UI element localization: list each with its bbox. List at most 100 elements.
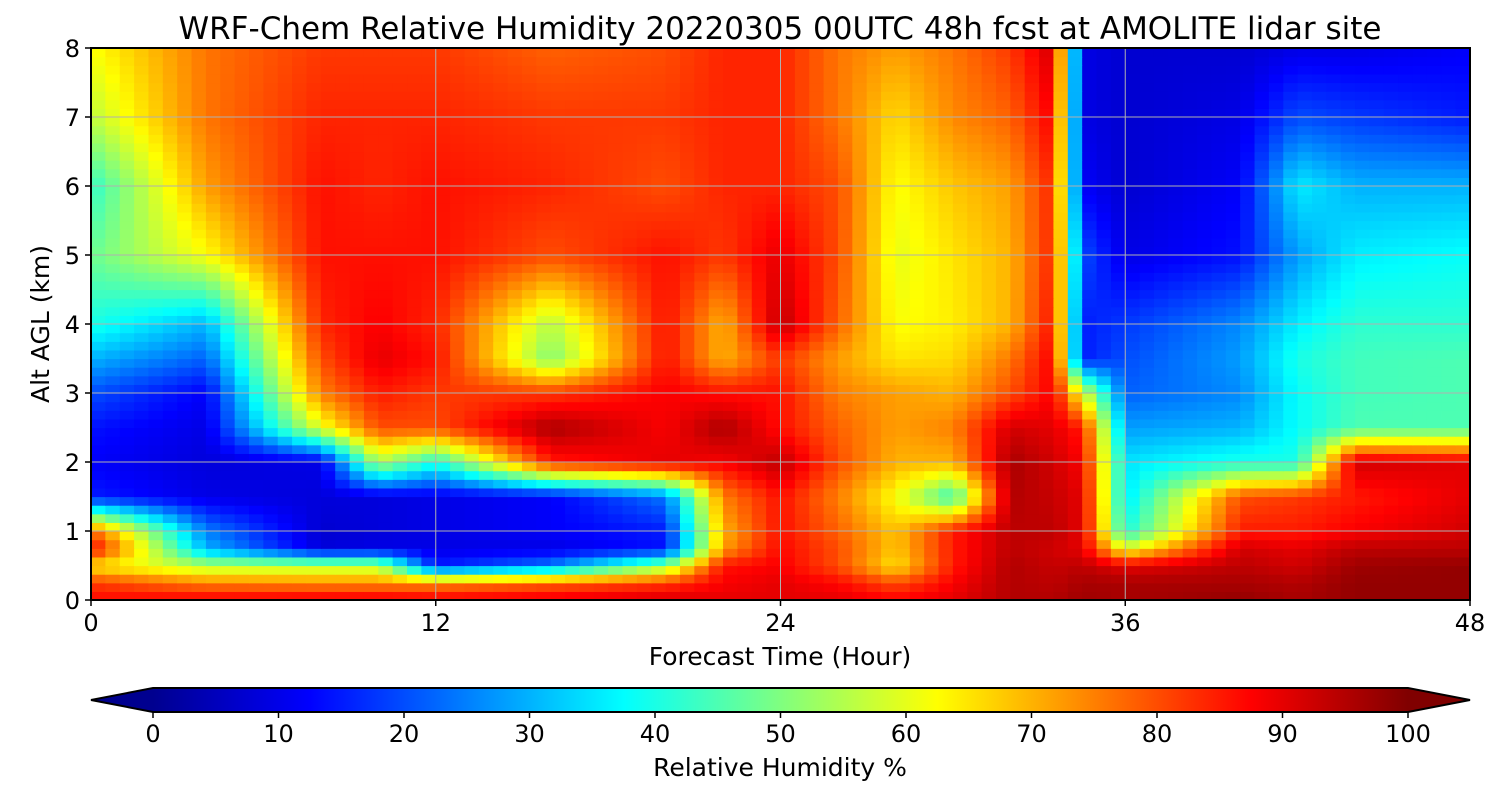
heatmap-cell xyxy=(1096,160,1112,170)
heatmap-cell xyxy=(866,453,882,463)
heatmap-cell xyxy=(1441,531,1457,541)
heatmap-cell xyxy=(1082,582,1098,592)
heatmap-cell xyxy=(636,332,652,342)
heatmap-cell xyxy=(292,324,308,334)
heatmap-cell xyxy=(1168,539,1184,549)
heatmap-cell xyxy=(1297,436,1313,446)
heatmap-cell xyxy=(478,315,494,325)
heatmap-cell xyxy=(1110,531,1126,541)
heatmap-cell xyxy=(478,487,494,498)
heatmap-cell xyxy=(1369,220,1385,230)
heatmap-cell xyxy=(780,237,796,247)
heatmap-cell xyxy=(579,229,595,239)
heatmap-cell xyxy=(565,505,580,515)
heatmap-cell xyxy=(1125,522,1141,532)
heatmap-cell xyxy=(306,289,322,299)
heatmap-cell xyxy=(1412,505,1428,515)
heatmap-cell xyxy=(478,272,494,282)
heatmap-cell xyxy=(478,384,494,394)
heatmap-cell xyxy=(1125,358,1141,368)
heatmap-cell xyxy=(1340,574,1356,584)
heatmap-cell xyxy=(995,418,1011,429)
heatmap-cell xyxy=(407,505,422,515)
heatmap-cell xyxy=(608,246,624,256)
heatmap-cell xyxy=(349,151,365,161)
heatmap-cell xyxy=(249,289,264,299)
heatmap-cell xyxy=(277,272,293,282)
heatmap-cell xyxy=(177,574,193,584)
heatmap-cell xyxy=(608,349,624,360)
heatmap-cell xyxy=(277,237,293,247)
heatmap-cell xyxy=(421,306,437,316)
heatmap-cell xyxy=(407,539,422,549)
heatmap-cell xyxy=(636,453,652,463)
heatmap-cell xyxy=(751,315,767,325)
heatmap-cell xyxy=(708,160,724,170)
heatmap-cell xyxy=(1053,177,1069,187)
heatmap-cell xyxy=(1010,556,1026,567)
heatmap-cell xyxy=(1082,194,1098,204)
heatmap-cell xyxy=(134,289,150,299)
heatmap-cell xyxy=(1168,591,1184,600)
heatmap-cell xyxy=(1369,358,1385,368)
heatmap-cell xyxy=(249,237,264,247)
heatmap-cell xyxy=(1326,375,1342,385)
heatmap-cell xyxy=(593,531,609,541)
heatmap-cell xyxy=(363,496,379,506)
heatmap-cell xyxy=(995,220,1011,230)
heatmap-cell xyxy=(320,436,336,446)
heatmap-cell xyxy=(1240,211,1256,222)
heatmap-cell xyxy=(1096,375,1112,385)
heatmap-cell xyxy=(550,324,566,334)
heatmap-cell xyxy=(852,591,868,600)
heatmap-cell xyxy=(1039,194,1055,204)
heatmap-cell xyxy=(249,186,264,196)
heatmap-cell xyxy=(435,453,451,463)
heatmap-cell xyxy=(177,186,193,196)
heatmap-cell xyxy=(1168,462,1184,472)
heatmap-cell xyxy=(119,298,135,308)
heatmap-cell xyxy=(162,211,178,222)
heatmap-cell xyxy=(105,427,121,437)
heatmap-cell xyxy=(938,427,954,437)
heatmap-cell xyxy=(708,565,724,575)
heatmap-cell xyxy=(493,203,509,213)
heatmap-cell xyxy=(708,194,724,204)
heatmap-cell xyxy=(1254,263,1270,273)
heatmap-cell xyxy=(780,211,796,222)
heatmap-cell xyxy=(550,315,566,325)
heatmap-cell xyxy=(938,177,954,187)
heatmap-cell xyxy=(220,306,236,316)
heatmap-cell xyxy=(1010,358,1026,368)
heatmap-cell xyxy=(1168,220,1184,230)
heatmap-cell xyxy=(952,177,968,187)
heatmap-cell xyxy=(392,556,408,567)
heatmap-cell xyxy=(708,367,724,377)
heatmap-cell xyxy=(895,531,911,541)
heatmap-cell xyxy=(91,272,106,282)
heatmap-cell xyxy=(1153,401,1169,411)
heatmap-cell xyxy=(249,349,264,360)
heatmap-cell xyxy=(751,401,767,411)
heatmap-cell xyxy=(205,358,221,368)
heatmap-cell xyxy=(909,479,925,489)
heatmap-cell xyxy=(378,522,394,532)
heatmap-cell xyxy=(378,444,394,454)
heatmap-cell xyxy=(1182,436,1198,446)
heatmap-cell xyxy=(1383,151,1399,161)
heatmap-cell xyxy=(565,418,580,429)
heatmap-cell xyxy=(909,582,925,592)
heatmap-cell xyxy=(694,160,710,170)
heatmap-cell xyxy=(177,315,193,325)
heatmap-cell xyxy=(363,324,379,334)
heatmap-cell xyxy=(1182,513,1198,523)
heatmap-cell xyxy=(636,410,652,420)
heatmap-cell xyxy=(349,479,365,489)
heatmap-cell xyxy=(823,229,839,239)
heatmap-cell xyxy=(1039,160,1055,170)
heatmap-cell xyxy=(349,513,365,523)
heatmap-cell xyxy=(651,410,667,420)
heatmap-cell xyxy=(277,470,293,480)
heatmap-cell xyxy=(1010,487,1026,498)
heatmap-cell xyxy=(1024,505,1040,515)
